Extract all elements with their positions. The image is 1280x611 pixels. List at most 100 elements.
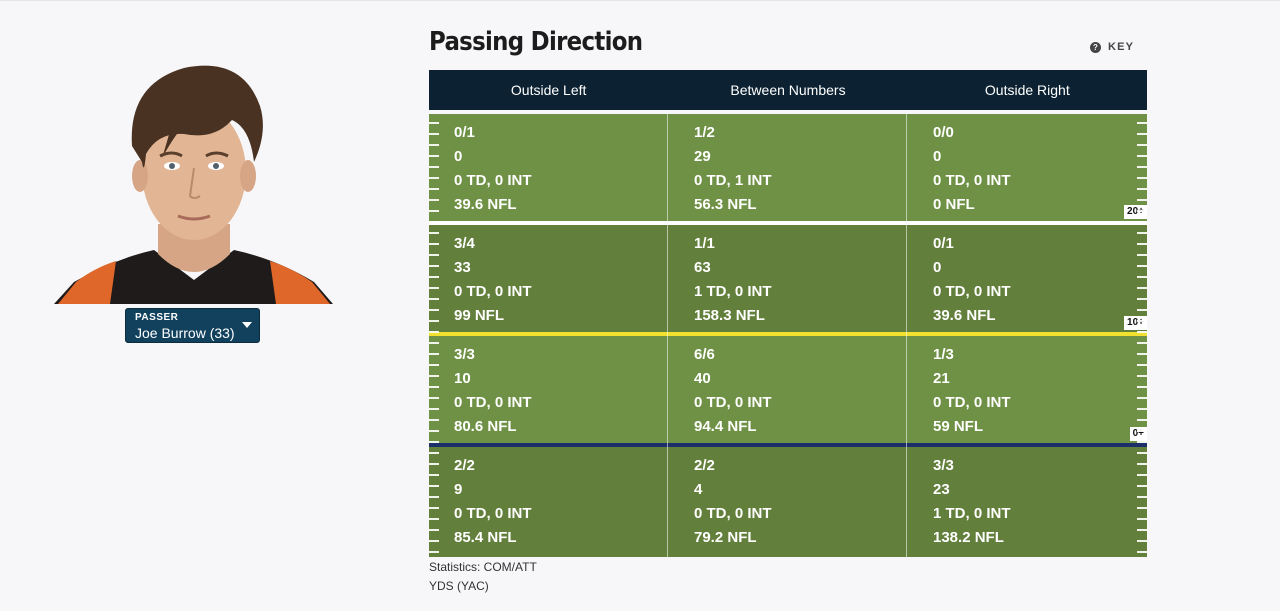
yards: 40 [694, 370, 711, 387]
line-of-scrimmage [429, 443, 1147, 447]
hash-mark [1137, 474, 1147, 476]
yards: 33 [454, 259, 471, 276]
yards: 23 [933, 481, 950, 498]
hash-mark [1137, 452, 1147, 454]
top-border [0, 0, 1280, 1]
hash-mark [429, 529, 439, 531]
td-int: 0 TD, 0 INT [454, 394, 532, 411]
hash-mark [1137, 419, 1147, 421]
hash-mark [1137, 177, 1147, 179]
hash-mark [429, 540, 439, 542]
td-int: 0 TD, 0 INT [933, 172, 1011, 189]
hash-mark [429, 320, 439, 322]
yards: 63 [694, 259, 711, 276]
zone-cell-10-between-numbers[interactable]: 1/1 63 1 TD, 0 INT 158.3 NFL [669, 225, 908, 332]
td-int: 0 TD, 0 INT [694, 394, 772, 411]
player-panel: PASSER Joe Burrow (33) [54, 54, 334, 343]
passer-rating: 39.6 NFL [933, 307, 996, 324]
hash-mark [429, 210, 439, 212]
hash-mark [1137, 518, 1147, 520]
hash-mark [1137, 199, 1147, 201]
yards: 0 [454, 148, 463, 165]
comp-att: 3/3 [454, 346, 475, 363]
hash-mark [429, 507, 439, 509]
comp-att: 6/6 [694, 346, 715, 363]
stats-legend: Statistics: COM/ATT YDS (YAC) [429, 558, 537, 596]
comp-att: 0/0 [933, 124, 954, 141]
zone-cell-0-outside-right[interactable]: 1/3 21 0 TD, 0 INT 59 NFL [908, 336, 1147, 443]
hash-mark [429, 419, 439, 421]
zone-tag-10-plus: 10+ [1124, 316, 1147, 330]
passer-rating: 85.4 NFL [454, 529, 517, 546]
numbers-line-left [667, 114, 668, 557]
yards: 29 [694, 148, 711, 165]
hash-mark [1137, 342, 1147, 344]
numbers-line-right [906, 114, 907, 557]
hash-mark [1137, 243, 1147, 245]
hash-mark [1137, 287, 1147, 289]
key-button-label: KEY [1108, 41, 1135, 53]
passer-dropdown[interactable]: PASSER Joe Burrow (33) [125, 308, 260, 343]
hash-mark [429, 287, 439, 289]
zone-cell-0-between-numbers[interactable]: 6/6 40 0 TD, 0 INT 94.4 NFL [669, 336, 908, 443]
key-button[interactable]: ? KEY [1090, 40, 1134, 54]
passer-rating: 99 NFL [454, 307, 505, 324]
zone-cell-behind-outside-left[interactable]: 2/2 9 0 TD, 0 INT 85.4 NFL [429, 447, 668, 554]
hash-mark [1137, 331, 1147, 333]
hash-mark [1137, 298, 1147, 300]
column-header-outside-left: Outside Left [510, 82, 587, 98]
hash-mark [1137, 408, 1147, 410]
zone-cell-behind-outside-right[interactable]: 3/3 23 1 TD, 0 INT 138.2 NFL [908, 447, 1147, 554]
hash-mark [1137, 210, 1147, 212]
player-headshot [54, 54, 333, 304]
hash-mark [1137, 133, 1147, 135]
zone-cell-20-between-numbers[interactable]: 1/2 29 0 TD, 1 INT 56.3 NFL [669, 114, 908, 221]
zone-cell-behind-between-numbers[interactable]: 2/2 4 0 TD, 0 INT 79.2 NFL [669, 447, 908, 554]
direction-column-headers: Outside Left Between Numbers Outside Rig… [429, 70, 1147, 110]
page-title: Passing Direction [429, 27, 643, 57]
yards: 4 [694, 481, 703, 498]
yards: 10 [454, 370, 471, 387]
hash-mark [429, 188, 439, 190]
hash-mark [429, 276, 439, 278]
sideline-hashes-left [429, 114, 439, 557]
hash-mark [429, 331, 439, 333]
comp-att: 1/3 [933, 346, 954, 363]
comp-att: 1/2 [694, 124, 715, 141]
hash-mark [1137, 430, 1147, 432]
hash-mark [429, 243, 439, 245]
zone-cell-10-outside-right[interactable]: 0/1 0 0 TD, 0 INT 39.6 NFL [908, 225, 1147, 332]
hash-mark [1137, 309, 1147, 311]
hash-mark [429, 232, 439, 234]
hash-mark [429, 551, 439, 553]
hash-mark [429, 386, 439, 388]
hash-mark [429, 452, 439, 454]
hash-mark [1137, 463, 1147, 465]
comp-att: 2/2 [694, 457, 715, 474]
hash-mark [429, 155, 439, 157]
zone-cell-10-outside-left[interactable]: 3/4 33 0 TD, 0 INT 99 NFL [429, 225, 668, 332]
hash-mark [1137, 529, 1147, 531]
hash-mark [429, 254, 439, 256]
hash-mark [429, 375, 439, 377]
comp-att: 1/1 [694, 235, 715, 252]
hash-mark [429, 122, 439, 124]
zone-cell-0-outside-left[interactable]: 3/3 10 0 TD, 0 INT 80.6 NFL [429, 336, 668, 443]
hash-mark [1137, 397, 1147, 399]
hash-mark [1137, 441, 1147, 443]
zone-cell-20-outside-right[interactable]: 0/0 0 0 TD, 0 INT 0 NFL [908, 114, 1147, 221]
hash-mark [1137, 276, 1147, 278]
zone-cell-20-outside-left[interactable]: 0/1 0 0 TD, 0 INT 39.6 NFL [429, 114, 668, 221]
chevron-down-icon [242, 322, 252, 328]
hash-mark [1137, 188, 1147, 190]
passer-dropdown-value: Joe Burrow (33) [135, 325, 235, 341]
yards: 0 [933, 148, 942, 165]
sideline-hashes-right [1137, 114, 1147, 557]
hash-mark [1137, 166, 1147, 168]
hash-mark [1137, 254, 1147, 256]
hash-mark [429, 485, 439, 487]
hash-mark [1137, 144, 1147, 146]
zone-row-10-plus: 3/4 33 0 TD, 0 INT 99 NFL 1/1 63 1 TD, 0… [429, 225, 1147, 332]
hash-mark [429, 221, 439, 223]
comp-att: 0/1 [933, 235, 954, 252]
